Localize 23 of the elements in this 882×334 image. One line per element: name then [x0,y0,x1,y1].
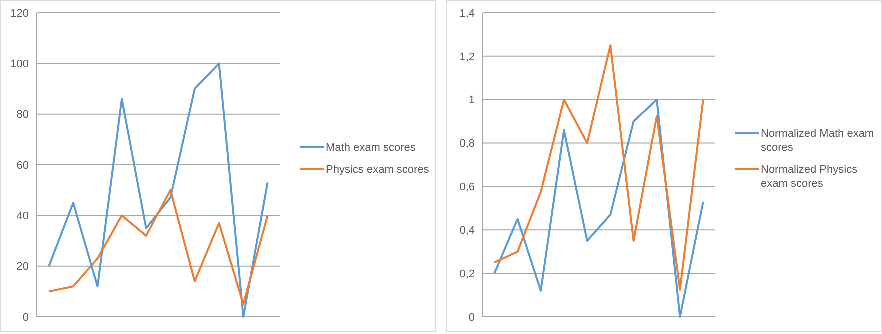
y-tick-label: 20 [16,261,29,274]
y-tick-label: 60 [16,160,29,172]
legend-label: Physics exam scores [326,164,430,176]
y-tick-label: 0 [468,312,475,324]
y-tick-label: 0,4 [460,224,475,237]
y-tick-label: 0 [22,312,29,324]
line-series [48,62,269,318]
y-tick-label: 0,6 [460,182,475,194]
y-tick-label: 40 [16,210,29,223]
line-series [48,189,269,306]
y-tick-label: 1,2 [460,51,475,64]
legend-label: Normalized Math exam scores [761,128,874,154]
y-tick-label: 0,2 [460,268,475,280]
y-tick-label: 1,4 [460,8,475,20]
legend-label: Normalized Physics exam scores [761,164,858,190]
y-tick-label: 0,8 [460,138,475,150]
y-tick-label: 100 [10,58,29,71]
line-series [494,44,704,291]
line-series [494,98,704,318]
y-tick-label: 1 [468,94,475,107]
y-tick-label: 80 [16,109,29,122]
legend-label: Math exam scores [326,142,416,154]
y-tick-label: 120 [10,8,29,20]
